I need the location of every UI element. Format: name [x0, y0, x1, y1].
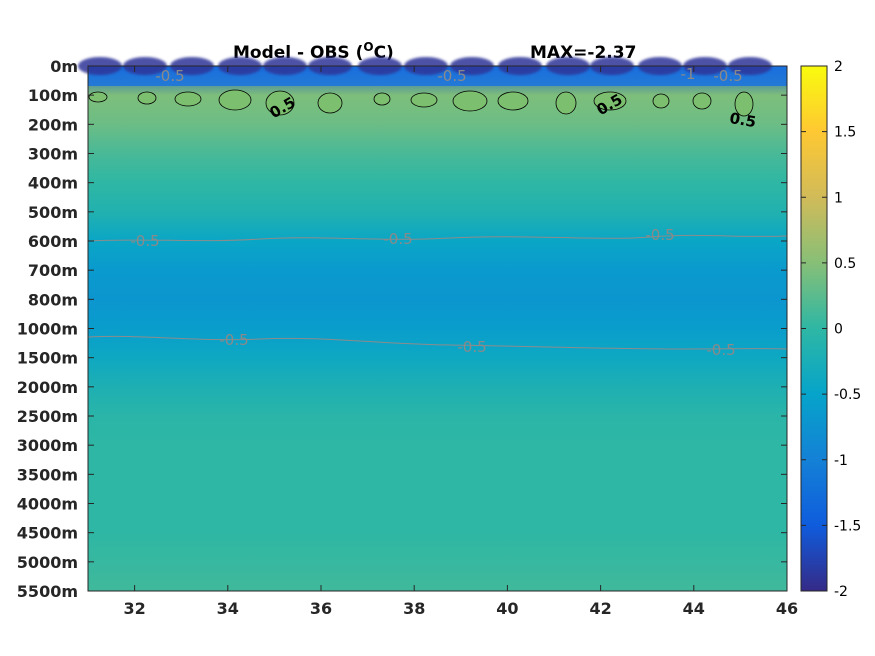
colorbar-tick-label: 1.5	[834, 125, 856, 141]
x-axis: 32 34 36 38 40 42 44 46	[123, 66, 798, 618]
contour-label: -0.5	[437, 67, 466, 85]
colorbar-tick-label: 0.5	[834, 256, 856, 272]
positive-anomaly-blob	[497, 91, 529, 111]
contour-line-upper	[87, 234, 788, 242]
colorbar-tick-label: 1	[834, 190, 843, 206]
y-tick-label: 700m	[28, 261, 78, 280]
x-tick-label: 46	[776, 599, 798, 618]
colorbar-tick-label: -2	[834, 584, 848, 600]
y-tick-label: 200m	[28, 115, 78, 134]
positive-anomaly-blob	[555, 91, 577, 115]
colorbar: 2 1.5 1 0.5 0 -0.5 -1 -1.5 -2	[800, 59, 861, 600]
positive-anomaly-blob	[317, 92, 343, 114]
y-tick-label: 300m	[28, 145, 78, 164]
positive-anomaly-blob	[692, 92, 712, 110]
colorbar-ticks: 2 1.5 1 0.5 0 -0.5 -1 -1.5 -2	[801, 59, 861, 600]
positive-anomaly-contours	[88, 89, 754, 117]
x-tick-label: 34	[217, 599, 239, 618]
colorbar-tick-label: -1	[834, 453, 848, 469]
positive-anomaly-blob	[137, 91, 157, 105]
y-tick-label: 3500m	[17, 465, 78, 484]
y-tick-label: 5500m	[17, 582, 78, 601]
positive-anomaly-blob	[452, 90, 488, 112]
x-tick-label: 44	[683, 599, 705, 618]
positive-anomaly-blob	[265, 90, 295, 116]
contour-label: -0.5	[383, 230, 412, 248]
x-tick-label: 40	[496, 599, 518, 618]
positive-anomaly-blob	[88, 91, 108, 103]
contour-label: -0.5	[713, 67, 742, 85]
y-tick-label: 400m	[28, 174, 78, 193]
x-tick-label: 32	[123, 599, 145, 618]
y-tick-label: 4500m	[17, 524, 78, 543]
y-tick-label: 3000m	[17, 436, 78, 455]
y-tick-label: 800m	[28, 290, 78, 309]
contour-labels: -0.5 -0.5 -1 -0.50.5 0.50.5-0.5 -0.5 -0.5-0.5-…	[130, 65, 757, 359]
y-tick-label: 500m	[28, 203, 78, 222]
y-tick-label: 2500m	[17, 407, 78, 426]
y-tick-label: 2000m	[17, 378, 78, 397]
positive-anomaly-blob	[410, 92, 438, 108]
y-tick-label: 5000m	[17, 553, 78, 572]
contour-label: 0.5	[728, 109, 757, 131]
positive-anomaly-blob	[734, 91, 754, 117]
contour-label: -0.5	[155, 67, 184, 85]
contour-label: -0.5	[457, 338, 486, 356]
y-tick-label: 1000m	[17, 320, 78, 339]
contour-label: -0.5	[706, 341, 735, 359]
colorbar-tick-label: -0.5	[834, 387, 861, 403]
positive-anomaly-blob	[652, 93, 670, 109]
y-tick-label: 600m	[28, 232, 78, 251]
contour-label: -0.5	[130, 232, 159, 250]
contour-line-lower	[87, 335, 788, 350]
positive-anomaly-blob	[373, 92, 391, 106]
x-tick-label: 38	[403, 599, 425, 618]
y-tick-label: 1500m	[17, 349, 78, 368]
plot-area: -0.5 -0.5 -1 -0.50.5 0.50.5-0.5 -0.5 -0.5-0.5-…	[78, 57, 788, 592]
positive-anomaly-blob	[218, 89, 252, 111]
contour-label: -1	[681, 65, 696, 83]
y-tick-label: 100m	[28, 86, 78, 105]
colorbar-tick-label: 2	[834, 59, 843, 75]
contour-label: -0.5	[645, 226, 674, 244]
heatmap-field	[88, 66, 787, 591]
x-tick-label: 42	[589, 599, 611, 618]
colorbar-tick-label: 0	[834, 322, 843, 338]
contour-label: -0.5	[219, 331, 248, 349]
y-tick-label: 0m	[50, 57, 78, 76]
y-axis: 0m 100m 200m 300m 400m 500m 600m 700m 800m 1000m 1…	[17, 57, 787, 601]
positive-anomaly-blob	[174, 91, 202, 107]
colorbar-tick-label: -1.5	[834, 518, 861, 534]
y-tick-label: 4000m	[17, 495, 78, 514]
positive-anomaly-blob	[593, 91, 627, 111]
x-tick-label: 36	[310, 599, 332, 618]
